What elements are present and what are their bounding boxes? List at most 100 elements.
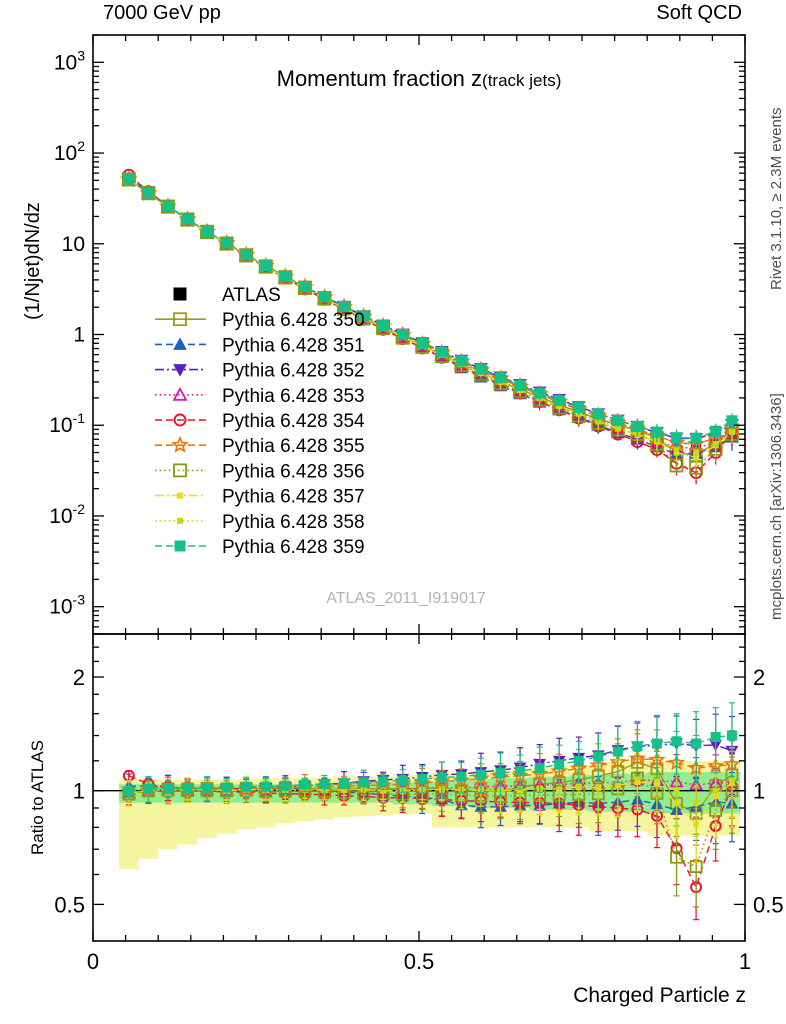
legend-label[interactable]: Pythia 6.428 352 <box>222 361 365 382</box>
marker-open-square <box>173 463 187 478</box>
marker-filled-square <box>573 401 585 413</box>
marker-small-square <box>177 492 183 499</box>
series-line <box>128 178 733 445</box>
marker-open-square <box>670 850 683 864</box>
marker-filled-square <box>280 780 291 791</box>
series-line <box>128 178 733 440</box>
marker-filled-square <box>339 778 350 789</box>
marker-filled-square <box>515 766 526 777</box>
marker-filled-square <box>514 380 526 392</box>
ratio-ytick-label: 0.5 <box>753 892 784 917</box>
marker-filled-square <box>123 173 135 185</box>
marker-small-square <box>712 441 719 448</box>
marker-small-square <box>177 517 183 524</box>
right-label-top: Rivet 3.1.10, ≥ 2.3M events <box>768 107 785 291</box>
legend-label[interactable]: Pythia 6.428 356 <box>222 461 365 482</box>
marker-filled-square <box>495 372 506 384</box>
marker-filled-square <box>162 783 173 794</box>
legend-label[interactable]: Pythia 6.428 350 <box>222 310 365 331</box>
ratio-series-line <box>128 781 733 826</box>
right-label-bottom: mcplots.cern.ch [arXiv:1306.3436] <box>768 393 785 620</box>
marker-filled-square <box>612 414 624 426</box>
legend-label[interactable]: Pythia 6.428 358 <box>222 512 365 533</box>
marker-filled-square <box>573 756 584 767</box>
marker-filled-square <box>143 783 154 794</box>
marker-filled-square <box>651 426 663 438</box>
legend-label[interactable]: Pythia 6.428 359 <box>222 537 365 558</box>
marker-filled-square <box>726 415 738 427</box>
main-ytick-label: 1 <box>73 324 85 347</box>
legend-label[interactable]: Pythia 6.428 354 <box>222 411 365 432</box>
marker-filled-square <box>534 387 546 399</box>
marker-open-star <box>171 435 189 453</box>
marker-open-square <box>173 312 187 327</box>
main-ytick-label: 10-3 <box>49 592 85 619</box>
marker-filled-square <box>397 329 409 340</box>
marker-filled-square <box>710 732 721 743</box>
marker-filled-square <box>436 346 448 358</box>
marker-filled-square <box>726 730 737 741</box>
marker-filled-square <box>475 363 487 375</box>
marker-filled-square <box>162 200 174 212</box>
marker-filled-square <box>319 779 330 790</box>
marker-filled-square <box>534 763 545 774</box>
marker-filled-square <box>593 751 604 762</box>
xtick-label: 1 <box>739 949 751 974</box>
marker-filled-square <box>554 759 565 770</box>
legend-label[interactable]: Pythia 6.428 355 <box>222 436 365 457</box>
ratio-ytick-label: 2 <box>753 665 765 690</box>
marker-small-square <box>693 800 700 807</box>
marker-filled-square <box>182 213 194 225</box>
main-ylabel: (1/Njet)dN/dz <box>22 202 44 320</box>
legend-label[interactable]: Pythia 6.428 351 <box>222 335 365 356</box>
marker-filled-square <box>174 540 186 552</box>
legend-label[interactable]: Pythia 6.428 357 <box>222 487 365 508</box>
series-line <box>128 178 733 459</box>
marker-filled-square <box>260 260 272 272</box>
ratio-ytick-label: 1 <box>73 779 85 804</box>
marker-open-square <box>121 172 136 187</box>
marker-open-square <box>161 199 175 214</box>
header-left: 7000 GeV pp <box>103 2 221 24</box>
marker-filled-square <box>358 777 369 788</box>
marker-filled-square <box>495 768 506 779</box>
series-line <box>128 178 733 454</box>
ratio-ytick-label: 1 <box>753 779 765 804</box>
marker-filled-square <box>710 425 722 437</box>
ratio-ytick-label: 2 <box>73 665 85 690</box>
marker-filled-square <box>299 779 310 790</box>
marker-filled-square <box>182 783 193 794</box>
marker-filled-square <box>358 310 370 322</box>
marker-filled-square <box>691 738 702 749</box>
marker-open-square <box>141 186 156 201</box>
marker-filled-square <box>417 774 428 785</box>
marker-filled-square <box>299 281 311 293</box>
marker-filled-square <box>240 249 252 261</box>
marker-filled-square <box>416 337 428 349</box>
marker-filled-square <box>397 775 408 786</box>
legend-label[interactable]: ATLAS <box>222 285 281 306</box>
marker-filled-square <box>631 420 643 432</box>
marker-filled-square <box>690 432 702 444</box>
main-ytick-label: 10-1 <box>49 410 85 437</box>
ratio-ylabel: Ratio to ATLAS <box>28 740 47 855</box>
marker-filled-square <box>455 355 467 367</box>
marker-small-square <box>673 787 680 794</box>
marker-small-square <box>575 782 582 789</box>
marker-small-square <box>728 777 735 784</box>
marker-open-circle <box>173 413 187 427</box>
marker-filled-square <box>671 432 683 444</box>
marker-filled-square <box>142 187 154 199</box>
marker-small-square <box>693 449 700 456</box>
legend-label[interactable]: Pythia 6.428 353 <box>222 386 365 407</box>
marker-filled-square <box>612 746 623 757</box>
ratio-ytick-label: 0.5 <box>54 892 85 917</box>
main-ytick-label: 10-2 <box>49 501 85 528</box>
marker-down-triangle <box>173 364 187 377</box>
series-line <box>128 178 733 456</box>
xtick-label: 0 <box>87 949 99 974</box>
marker-filled-square <box>279 270 291 282</box>
xtick-label: 0.5 <box>404 949 435 974</box>
marker-filled-square <box>553 394 565 406</box>
